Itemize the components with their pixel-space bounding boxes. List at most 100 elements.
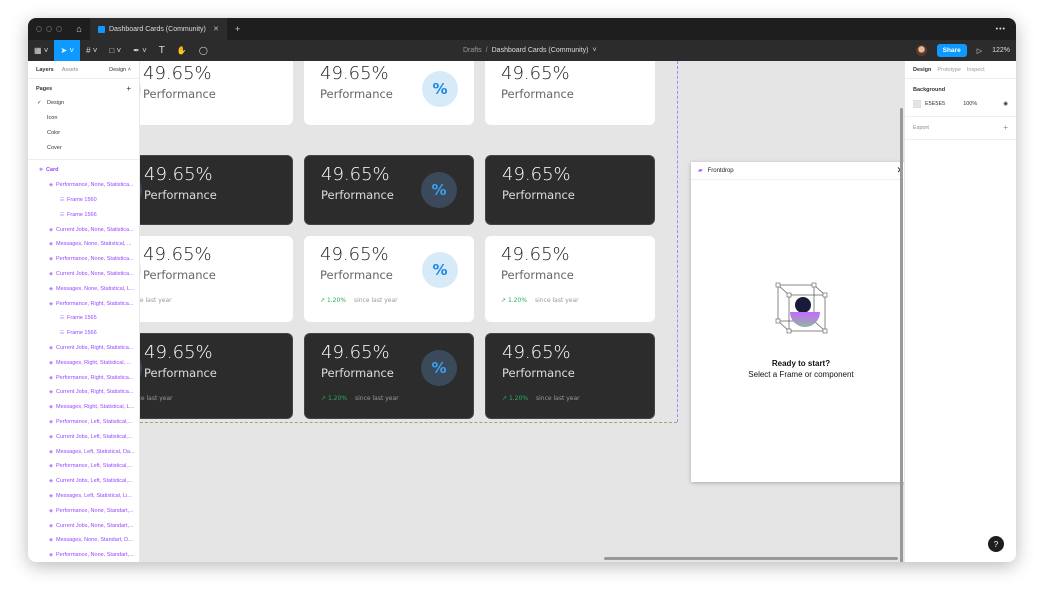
plugin-title: Frontdrop bbox=[707, 167, 734, 174]
instance-icon: ◆ bbox=[49, 270, 53, 277]
performance-card[interactable]: 49.65% Performance bbox=[485, 61, 655, 125]
layer-item[interactable]: ◆ Performance, Left, Statistical,... bbox=[28, 415, 139, 430]
layer-item[interactable]: ◆ Current Jobs, Left, Statistical,... bbox=[28, 474, 139, 489]
layer-item[interactable]: ◆ Messages, None, Standart, D... bbox=[28, 533, 139, 548]
page-item[interactable]: Cover bbox=[28, 141, 139, 156]
layer-item[interactable]: ◆ Current Jobs, None, Statistica... bbox=[28, 222, 139, 237]
tab-inspect[interactable]: Inspect bbox=[966, 67, 985, 73]
new-tab-button[interactable]: + bbox=[235, 24, 241, 34]
background-swatch[interactable] bbox=[913, 100, 921, 108]
layer-item[interactable]: ◆ Messages, Right, Statistical, L... bbox=[28, 400, 139, 415]
file-name[interactable]: Dashboard Cards (Community) bbox=[491, 47, 589, 54]
layer-item[interactable]: ◆ Performance, None, Statistica... bbox=[28, 252, 139, 267]
tab-design[interactable]: Design bbox=[913, 67, 932, 73]
tab-layers[interactable]: Layers bbox=[36, 67, 54, 73]
layer-card[interactable]: ❖ Card bbox=[28, 163, 139, 178]
tab-prototype[interactable]: Prototype bbox=[937, 67, 961, 73]
page-item[interactable]: Icon bbox=[28, 111, 139, 126]
plugin-header: ▰ Frontdrop ✕ bbox=[691, 162, 904, 180]
more-icon[interactable]: ••• bbox=[995, 25, 1006, 33]
avatar[interactable] bbox=[915, 45, 927, 56]
percent-icon: % bbox=[422, 252, 458, 288]
pages-title: Pages bbox=[36, 86, 53, 92]
instance-icon: ◆ bbox=[49, 404, 53, 411]
layer-item[interactable]: ◆ Current Jobs, None, Standart,... bbox=[28, 518, 139, 533]
vertical-scrollbar[interactable] bbox=[900, 108, 903, 562]
card-value: 49.65% bbox=[502, 164, 571, 185]
performance-card[interactable]: 49.65% Performance% bbox=[140, 155, 293, 225]
layer-item[interactable]: ☰ Frame 1565 bbox=[28, 311, 139, 326]
chevron-down-icon[interactable]: ˅ bbox=[592, 47, 597, 54]
layer-item[interactable]: ◆ Messages, None, Statistical, ... bbox=[28, 237, 139, 252]
plugin-logo-icon: ▰ bbox=[698, 168, 703, 174]
move-tool-button[interactable]: ➤ ˅ bbox=[54, 40, 81, 61]
horizontal-scrollbar[interactable] bbox=[604, 557, 898, 560]
layer-item[interactable]: ☰ Frame 1566 bbox=[28, 207, 139, 222]
performance-card[interactable]: 49.65% Performance ↗ 1.20% since last year bbox=[485, 236, 655, 322]
layer-item[interactable]: ◆ Performance, Left, Statistical,... bbox=[28, 459, 139, 474]
layer-label: Current Jobs, Right, Statistica... bbox=[56, 389, 134, 396]
add-page-button[interactable]: + bbox=[126, 84, 131, 93]
background-hex[interactable]: E5E5E5 bbox=[925, 101, 946, 107]
performance-card[interactable]: 49.65% Performance% bbox=[140, 61, 293, 125]
layer-item[interactable]: ☰ Frame 1566 bbox=[28, 326, 139, 341]
instance-icon: ◆ bbox=[49, 241, 53, 248]
card-label: Performance bbox=[143, 268, 216, 282]
layer-item[interactable]: ◆ Performance, Right, Statistica... bbox=[28, 296, 139, 311]
performance-card[interactable]: 49.65% Performance% ↗ 1.20% since last year bbox=[304, 236, 474, 322]
percent-icon: % bbox=[140, 172, 142, 208]
layer-item[interactable]: ☰ Frame 1560 bbox=[28, 193, 139, 208]
frame-tool-button[interactable]: # ˅ bbox=[86, 46, 98, 55]
layer-item[interactable]: ◆ Messages, Right, Statistical, ... bbox=[28, 355, 139, 370]
performance-card[interactable]: 49.65% Performance% bbox=[304, 61, 474, 125]
performance-card[interactable]: 49.65% Performance ↗ 1.20% since last year bbox=[485, 333, 655, 419]
layer-item[interactable]: ◆ Performance, None, Standart,... bbox=[28, 503, 139, 518]
instance-icon: ◆ bbox=[49, 507, 53, 514]
layer-item[interactable]: ◆ Current Jobs, Left, Statistical,... bbox=[28, 429, 139, 444]
zoom-level[interactable]: 122% bbox=[992, 47, 1010, 54]
help-button[interactable]: ? bbox=[988, 536, 1004, 552]
share-button[interactable]: Share bbox=[936, 44, 967, 57]
layer-item[interactable]: ◆ Messages, None, Statistical, L... bbox=[28, 281, 139, 296]
background-opacity[interactable]: 100% bbox=[963, 101, 978, 107]
instance-icon: ◆ bbox=[49, 418, 53, 425]
instance-icon: ◆ bbox=[49, 389, 53, 396]
page-item[interactable]: Color bbox=[28, 126, 139, 141]
hand-tool-button[interactable]: ✋ bbox=[176, 46, 187, 55]
layer-item[interactable]: ◆ Current Jobs, Right, Statistica... bbox=[28, 341, 139, 356]
comment-tool-button[interactable]: ◯ bbox=[198, 46, 208, 55]
page-item[interactable]: ✓ Design bbox=[28, 96, 139, 111]
eye-icon[interactable]: ◉ bbox=[1003, 101, 1008, 107]
layer-item[interactable]: ◆ Performance, None, Statistica... bbox=[28, 178, 139, 193]
export-title: Export bbox=[913, 125, 929, 131]
layer-item[interactable]: ◆ Performance, Right, Statistica... bbox=[28, 370, 139, 385]
performance-card[interactable]: 49.65% Performance% bbox=[304, 155, 474, 225]
main-menu-button[interactable]: ▦ ˅ bbox=[34, 46, 49, 55]
percent-icon: % bbox=[140, 350, 142, 386]
tab-assets[interactable]: Assets bbox=[61, 67, 79, 73]
home-icon[interactable]: ⌂ bbox=[76, 24, 82, 34]
text-tool-button[interactable]: T bbox=[158, 45, 165, 56]
window-controls[interactable] bbox=[28, 26, 68, 32]
page-select[interactable]: Design ˄ bbox=[109, 67, 131, 73]
shape-tool-button[interactable]: □ ˅ bbox=[109, 46, 122, 55]
tab-dashboard-cards[interactable]: Dashboard Cards (Community) ✕ bbox=[90, 18, 227, 40]
component-icon: ❖ bbox=[38, 167, 44, 174]
add-export-button[interactable]: + bbox=[1003, 123, 1008, 132]
present-icon[interactable]: ▷ bbox=[976, 47, 983, 55]
layer-item[interactable]: ◆ Messages, Left, Statistical, Da... bbox=[28, 444, 139, 459]
pen-tool-button[interactable]: ✒ ˅ bbox=[133, 46, 147, 55]
layer-item[interactable]: ◆ Performance, None, Standart,... bbox=[28, 548, 139, 562]
trend-value: 1.20% bbox=[327, 395, 348, 402]
performance-card[interactable]: 49.65% Performance% ↗ 1.20% since last year bbox=[304, 333, 474, 419]
canvas[interactable]: 49.65% Performance ↗ 1.20% since last year 4… bbox=[140, 61, 904, 562]
trend-value: 1.20% bbox=[508, 395, 529, 402]
layer-item[interactable]: ◆ Messages, Left, Statistical, Li... bbox=[28, 489, 139, 504]
close-tab-icon[interactable]: ✕ bbox=[213, 26, 219, 33]
performance-card[interactable]: 49.65% Performance% since last year bbox=[140, 236, 293, 322]
performance-card[interactable]: 49.65% Performance% since last year bbox=[140, 333, 293, 419]
breadcrumb-drafts[interactable]: Drafts bbox=[463, 47, 482, 54]
layer-item[interactable]: ◆ Current Jobs, None, Statistica... bbox=[28, 267, 139, 282]
layer-item[interactable]: ◆ Current Jobs, Right, Statistica... bbox=[28, 385, 139, 400]
performance-card[interactable]: 49.65% Performance bbox=[485, 155, 655, 225]
